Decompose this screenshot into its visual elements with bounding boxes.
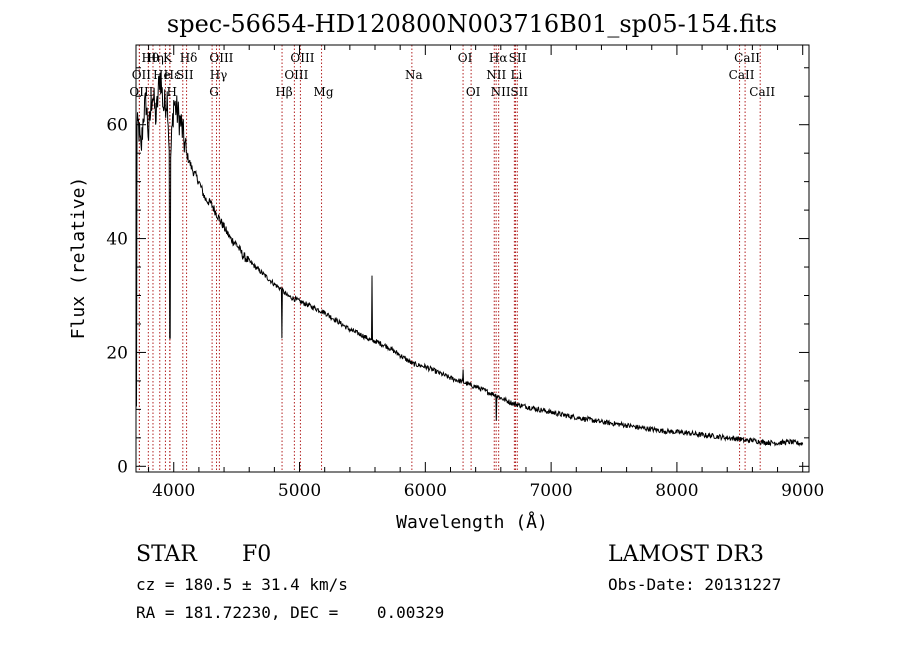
spectral-line-label: H bbox=[166, 85, 176, 99]
y-axis-label: Flux (relative) bbox=[68, 177, 89, 340]
spectral-line-label: Hβ bbox=[275, 85, 292, 99]
x-tick-label: 4000 bbox=[152, 481, 195, 501]
spectral-line-label: OII bbox=[132, 68, 152, 82]
spectral-line-label: OIII bbox=[284, 68, 308, 82]
spectral-line-label: CaII bbox=[734, 51, 760, 65]
spectral-line-label: CaII bbox=[729, 68, 755, 82]
y-tick-label: 40 bbox=[106, 230, 128, 250]
plot-frame bbox=[135, 44, 810, 473]
spectral-line-label: NII bbox=[491, 85, 511, 99]
x-axis-label: Wavelength (Å) bbox=[396, 511, 548, 533]
spectral-line-labels: Hθ OII OIII Hη He K Hε H Hδ SII OIII Hγ G Hβ OIII OIII M… bbox=[129, 51, 775, 99]
spectral-line-label: Hα bbox=[489, 51, 508, 65]
x-tick-label: 6000 bbox=[404, 481, 447, 501]
x-axis: 4000 5000 6000 7000 8000 9000 bbox=[148, 45, 824, 501]
spectral-line-label: Hη bbox=[146, 51, 164, 65]
spectral-line-label: Hγ bbox=[210, 68, 228, 82]
spectral-line-label: He bbox=[153, 68, 171, 82]
spectrum-series bbox=[135, 72, 804, 447]
spectral-line-label: SII bbox=[509, 51, 527, 65]
x-tick-label: 7000 bbox=[529, 481, 572, 501]
spectral-line-label: NII bbox=[486, 68, 506, 82]
spectral-line-label: G bbox=[209, 85, 219, 99]
x-tick-label: 9000 bbox=[781, 481, 824, 501]
redshift-value: cz = 180.5 ± 31.4 km/s bbox=[136, 575, 348, 594]
spectral-line-label: Hε bbox=[164, 68, 181, 82]
spectral-line-label: OIII bbox=[209, 51, 233, 65]
spectral-line-label: Mg bbox=[314, 85, 334, 99]
spectral-line-markers bbox=[138, 45, 761, 472]
object-subclass: F0 bbox=[242, 542, 271, 567]
spectrum-line bbox=[135, 72, 804, 447]
spectral-line-label: OI bbox=[466, 85, 481, 99]
spectral-line-label: SII bbox=[176, 68, 194, 82]
spectral-line-label: K bbox=[163, 51, 173, 65]
chart-title: spec-56654-HD120800N003716B01_sp05-154.f… bbox=[167, 10, 777, 38]
spectral-line-label: Hθ bbox=[141, 51, 159, 65]
spectral-line-label: OIII bbox=[129, 85, 153, 99]
spectral-line-label: OI bbox=[458, 51, 473, 65]
coordinates: RA = 181.72230, DEC = 0.00329 bbox=[136, 603, 444, 622]
spectral-line-label: CaII bbox=[749, 85, 775, 99]
spectral-line-label: Li bbox=[510, 68, 522, 82]
y-axis: 0 20 40 60 bbox=[106, 67, 809, 477]
y-tick-label: 60 bbox=[106, 116, 128, 136]
object-class: STAR bbox=[136, 542, 198, 567]
spectral-line-label: SII bbox=[510, 85, 528, 99]
x-tick-label: 8000 bbox=[655, 481, 698, 501]
y-tick-label: 0 bbox=[117, 457, 128, 477]
spectral-line-label: Na bbox=[405, 68, 423, 82]
observation-date: Obs-Date: 20131227 bbox=[608, 575, 781, 594]
y-tick-label: 20 bbox=[106, 343, 128, 363]
survey-name: LAMOST DR3 bbox=[608, 542, 764, 567]
spectral-line-label: OIII bbox=[290, 51, 314, 65]
x-tick-label: 5000 bbox=[278, 481, 321, 501]
spectral-line-label: Hδ bbox=[180, 51, 198, 65]
